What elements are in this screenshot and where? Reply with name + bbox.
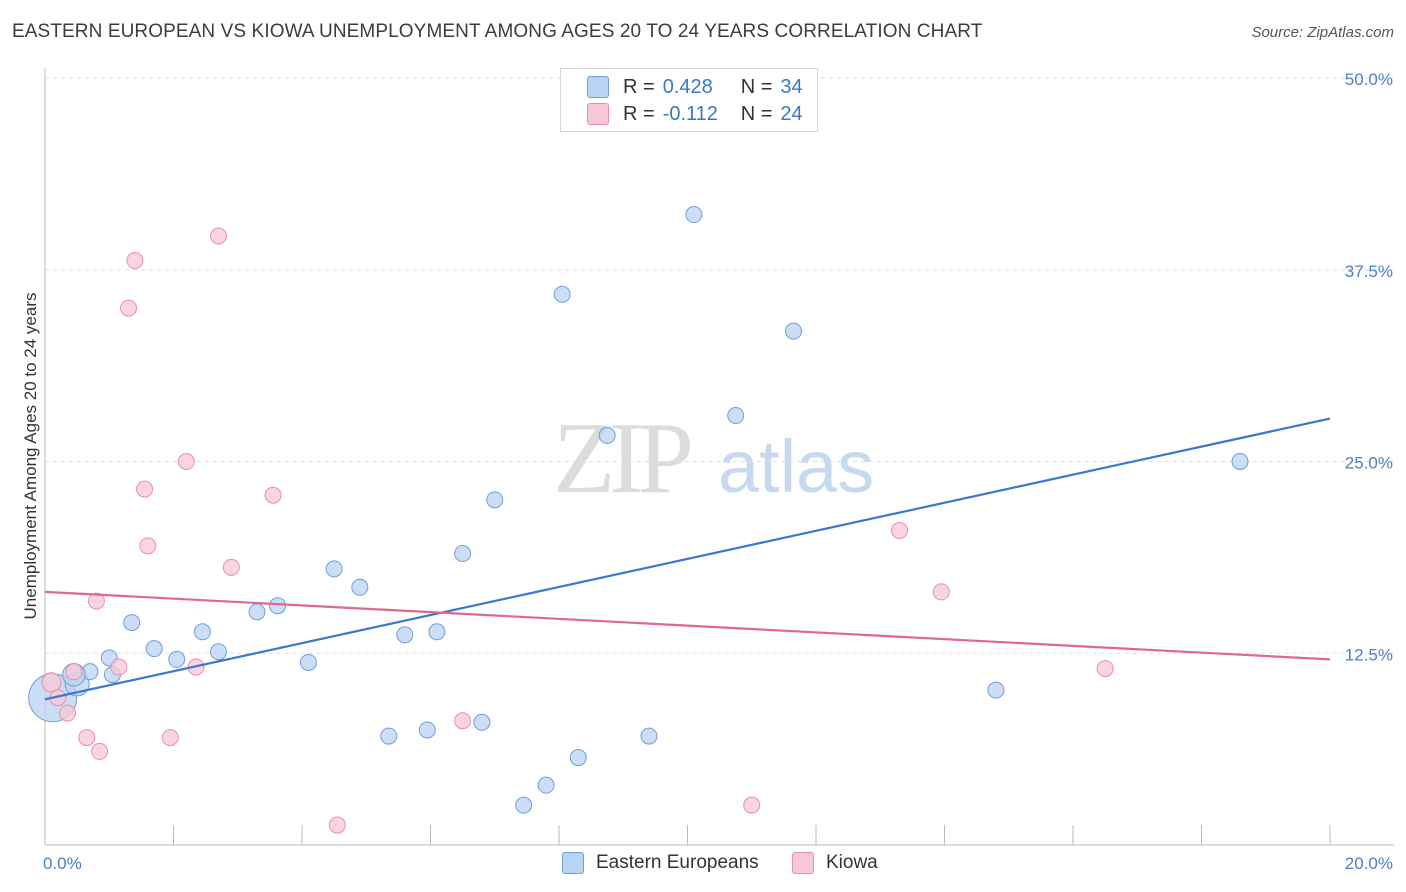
legend-n-label: N = <box>740 75 773 98</box>
data-point-eastern-europeans <box>351 578 369 596</box>
data-point-eastern-europeans <box>727 406 745 424</box>
data-point-kiowa <box>126 252 144 270</box>
y-tick-label: 37.5% <box>1345 262 1393 281</box>
data-point-eastern-europeans <box>473 713 491 731</box>
correlation-legend: R = 0.428 N = 34 R = -0.112 N = 24 <box>560 68 818 132</box>
data-point-eastern-europeans <box>209 643 227 661</box>
watermark-atlas: atlas <box>718 425 875 508</box>
data-point-eastern-europeans <box>396 626 414 644</box>
legend-swatch-blue <box>587 76 609 98</box>
data-point-kiowa <box>65 663 83 681</box>
data-point-eastern-europeans <box>193 623 211 641</box>
y-tick-label: 25.0% <box>1345 454 1393 473</box>
data-point-kiowa <box>110 658 128 676</box>
legend-n-value: 34 <box>780 75 803 98</box>
data-point-eastern-europeans <box>537 776 555 794</box>
legend-n-label: N = <box>740 102 773 125</box>
data-point-eastern-europeans <box>1231 453 1249 470</box>
data-point-kiowa <box>161 729 179 747</box>
data-point-kiowa <box>932 583 950 601</box>
data-point-eastern-europeans <box>785 322 803 340</box>
data-point-eastern-europeans <box>168 650 186 668</box>
legend-row-eastern-europeans: R = 0.428 N = 34 <box>587 75 803 99</box>
legend-swatch-pink <box>587 103 609 125</box>
data-point-eastern-europeans <box>145 640 163 658</box>
data-point-eastern-europeans <box>418 721 436 739</box>
bottom-legend-swatch-pink <box>792 852 814 874</box>
data-point-eastern-europeans <box>486 491 504 509</box>
data-point-kiowa <box>891 522 909 540</box>
legend-r-value: 0.428 <box>662 75 713 98</box>
data-point-eastern-europeans <box>553 285 571 303</box>
data-point-kiowa <box>743 796 761 814</box>
data-point-eastern-europeans <box>248 603 266 621</box>
data-point-eastern-europeans <box>685 206 703 224</box>
data-point-kiowa <box>177 453 195 470</box>
data-point-kiowa <box>87 592 105 610</box>
data-point-eastern-europeans <box>987 681 1005 699</box>
data-point-kiowa <box>136 480 154 498</box>
data-point-kiowa <box>1096 660 1114 678</box>
watermark-zip: ZIP <box>553 402 694 515</box>
data-point-kiowa <box>91 742 109 760</box>
data-point-kiowa <box>209 227 227 245</box>
y-tick-label: 12.5% <box>1345 645 1393 664</box>
data-point-kiowa <box>222 558 240 576</box>
legend-n-value: 24 <box>780 102 803 125</box>
data-point-eastern-europeans <box>325 560 343 578</box>
y-tick-label: 50.0% <box>1345 70 1393 89</box>
source-credit: Source: ZipAtlas.com <box>1251 24 1394 41</box>
data-point-kiowa <box>120 299 138 317</box>
legend-r-label: R = <box>623 102 655 125</box>
data-point-eastern-europeans <box>269 597 287 615</box>
data-point-kiowa <box>78 729 96 747</box>
data-point-eastern-europeans <box>299 653 317 671</box>
legend-r-value: -0.112 <box>662 102 718 125</box>
data-point-eastern-europeans <box>640 727 658 745</box>
trend-line-eastern-europeans <box>44 417 1331 701</box>
data-point-eastern-europeans <box>123 614 141 632</box>
data-point-eastern-europeans <box>428 623 446 641</box>
trend-line-kiowa <box>44 590 1331 661</box>
data-point-kiowa <box>58 704 76 722</box>
bottom-legend-label: Eastern Europeans <box>596 852 759 873</box>
bottom-legend-label: Kiowa <box>826 852 878 873</box>
bottom-legend-eastern-europeans: Eastern Europeans <box>562 852 759 874</box>
data-point-eastern-europeans <box>380 727 398 745</box>
data-point-kiowa <box>41 672 62 693</box>
x-tick-label: 20.0% <box>1345 854 1393 873</box>
data-point-eastern-europeans <box>598 426 616 444</box>
legend-row-kiowa: R = -0.112 N = 24 <box>587 102 803 126</box>
bottom-legend-kiowa: Kiowa <box>792 852 878 874</box>
data-point-kiowa <box>264 486 282 504</box>
data-point-kiowa <box>454 712 472 730</box>
x-tick-label: 0.0% <box>43 854 82 873</box>
data-point-kiowa <box>139 537 157 555</box>
data-point-eastern-europeans <box>515 796 533 814</box>
data-point-eastern-europeans <box>569 749 587 767</box>
chart-title: EASTERN EUROPEAN VS KIOWA UNEMPLOYMENT A… <box>12 21 983 42</box>
legend-r-label: R = <box>623 75 655 98</box>
bottom-legend-swatch-blue <box>562 852 584 874</box>
data-point-eastern-europeans <box>454 545 472 563</box>
data-point-kiowa <box>328 816 346 834</box>
